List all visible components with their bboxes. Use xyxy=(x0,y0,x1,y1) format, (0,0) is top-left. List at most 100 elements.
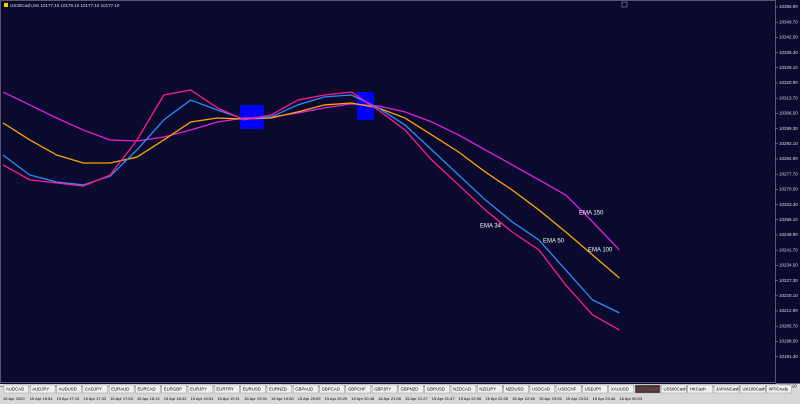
tab-label[interactable]: CADJPY xyxy=(85,386,102,391)
y-tick-label: 10198.50 xyxy=(779,339,798,344)
tab[interactable] xyxy=(477,384,503,394)
tab[interactable] xyxy=(372,384,398,394)
tab-label[interactable]: NZDUSD xyxy=(506,386,524,391)
tab-label[interactable]: AUDUSD xyxy=(59,386,77,391)
x-tick-label: 15 Apr 17:14 xyxy=(57,396,80,401)
tab[interactable] xyxy=(240,384,266,394)
tab-label[interactable]: US30Cash xyxy=(637,386,658,391)
y-tick-label: 10241.70 xyxy=(779,247,798,252)
tab[interactable] xyxy=(135,384,161,394)
symbol-icon xyxy=(4,3,8,7)
tab-label[interactable]: GBPCHF xyxy=(348,386,366,391)
x-tick-label: 15 Apr 22:06 xyxy=(459,396,482,401)
tab[interactable] xyxy=(398,384,424,394)
y-tick-label: 10263.30 xyxy=(779,202,798,207)
tab-label[interactable]: JAPANCash xyxy=(716,386,740,391)
tab-label[interactable]: AUDCAD xyxy=(6,386,24,391)
x-tick-label: 15 Apr 21:27 xyxy=(405,396,428,401)
tab-label[interactable]: USDJPY xyxy=(585,386,602,391)
tab-label[interactable]: AUDJPY xyxy=(32,386,49,391)
tab[interactable] xyxy=(56,384,82,394)
ema-label: EMA 50 xyxy=(543,239,565,245)
tab-label[interactable]: EURNZD xyxy=(269,386,287,391)
tab[interactable] xyxy=(293,384,319,394)
x-tick-label: 15 Apr 16:54 xyxy=(30,396,53,401)
tab[interactable] xyxy=(187,384,214,394)
chart-title: US30Cash,M1 10177.10 10179.10 10177.10 1… xyxy=(10,3,120,8)
tab-label[interactable]: NZDJPY xyxy=(479,386,496,391)
plot-border xyxy=(0,0,776,383)
ema-line xyxy=(2,94,620,314)
x-tick-label: 15 Apr 21:47 xyxy=(432,396,455,401)
tab[interactable] xyxy=(713,384,740,394)
x-tick-label: 15 Apr 17:33 xyxy=(83,396,106,401)
tab[interactable] xyxy=(108,384,135,394)
y-tick-label: 10320.90 xyxy=(779,80,798,85)
tab-label[interactable]: GBPNZD xyxy=(401,386,419,391)
y-tick-label: 10284.90 xyxy=(779,156,798,161)
tab[interactable] xyxy=(161,384,187,394)
tab[interactable] xyxy=(3,384,29,394)
tab[interactable] xyxy=(266,384,292,394)
tab-label[interactable]: USDCHF xyxy=(558,386,576,391)
tab-label[interactable]: EURAUD xyxy=(111,386,129,391)
tab-label[interactable]: XAUUSD xyxy=(611,386,629,391)
tab[interactable] xyxy=(30,384,56,394)
x-tick-label: 15 Apr 22:45 xyxy=(512,396,535,401)
tab[interactable] xyxy=(503,384,529,394)
tab-label[interactable]: NZDCAD xyxy=(453,386,471,391)
y-tick-label: 10328.10 xyxy=(779,65,798,70)
tab[interactable] xyxy=(661,384,687,394)
x-tick-label: 15 Apr 18:12 xyxy=(137,396,160,401)
y-tick-label: 10191.30 xyxy=(779,354,798,359)
x-tick-label: 15 Apr 22:26 xyxy=(485,396,508,401)
ema-label: EMA 100 xyxy=(588,248,613,254)
x-tick-label: 15 Apr 23:44 xyxy=(593,396,616,401)
tab[interactable] xyxy=(82,384,108,394)
y-tick-label: 10306.50 xyxy=(779,111,798,116)
tab-label[interactable]: US500Cash xyxy=(664,386,688,391)
tab-label[interactable]: GBPAUD xyxy=(295,386,313,391)
tab-label[interactable]: EURUSD xyxy=(243,386,261,391)
tab[interactable] xyxy=(740,384,766,394)
y-tick-label: 10335.30 xyxy=(779,50,798,55)
y-tick-label: 10349.70 xyxy=(779,19,798,24)
tab-label[interactable]: EURJPY xyxy=(190,386,207,391)
x-tick-label: 15 Apr 18:32 xyxy=(164,396,187,401)
tab[interactable] xyxy=(635,384,661,394)
tab-label[interactable]: HKCash xyxy=(690,386,707,391)
tab-label[interactable]: WTICrude xyxy=(769,386,789,391)
tab-label[interactable]: UK100Cash xyxy=(742,386,766,391)
tab[interactable] xyxy=(766,384,792,394)
tab-label[interactable]: GBPCAD xyxy=(322,386,340,391)
y-tick-label: 10256.10 xyxy=(779,217,798,222)
tab-label[interactable]: GBPUSD xyxy=(427,386,445,391)
y-tick-label: 10270.50 xyxy=(779,187,798,192)
tab[interactable] xyxy=(608,384,634,394)
tab[interactable] xyxy=(450,384,477,394)
y-tick-label: 10277.70 xyxy=(779,171,798,176)
x-tick-label: 15 Apr 19:11 xyxy=(217,396,240,401)
tab[interactable] xyxy=(214,384,240,394)
tab-label[interactable]: EURCAD xyxy=(138,386,156,391)
tab[interactable] xyxy=(345,384,371,394)
tab[interactable] xyxy=(319,384,345,394)
y-tick-label: 10212.90 xyxy=(779,308,798,313)
tab[interactable] xyxy=(556,384,582,394)
tab-label[interactable]: EURGBP xyxy=(164,386,182,391)
tab-label[interactable]: EURTRY xyxy=(216,386,234,391)
tab[interactable] xyxy=(424,384,450,394)
tab-label[interactable]: GBPJPY xyxy=(374,386,391,391)
x-tick-label: 15 Apr 23:05 xyxy=(539,396,562,401)
tab[interactable] xyxy=(529,384,555,394)
ema-line xyxy=(2,91,620,251)
y-tick-label: 10313.70 xyxy=(779,95,798,100)
window-icon xyxy=(621,1,628,8)
tab[interactable] xyxy=(582,384,608,394)
x-tick-label: 15 Apr 18:51 xyxy=(191,396,214,401)
y-tick-label: 10205.70 xyxy=(779,323,798,328)
tab-label[interactable]: USDCAD xyxy=(532,386,550,391)
y-tick-label: 10248.90 xyxy=(779,232,798,237)
tab[interactable] xyxy=(687,384,713,394)
